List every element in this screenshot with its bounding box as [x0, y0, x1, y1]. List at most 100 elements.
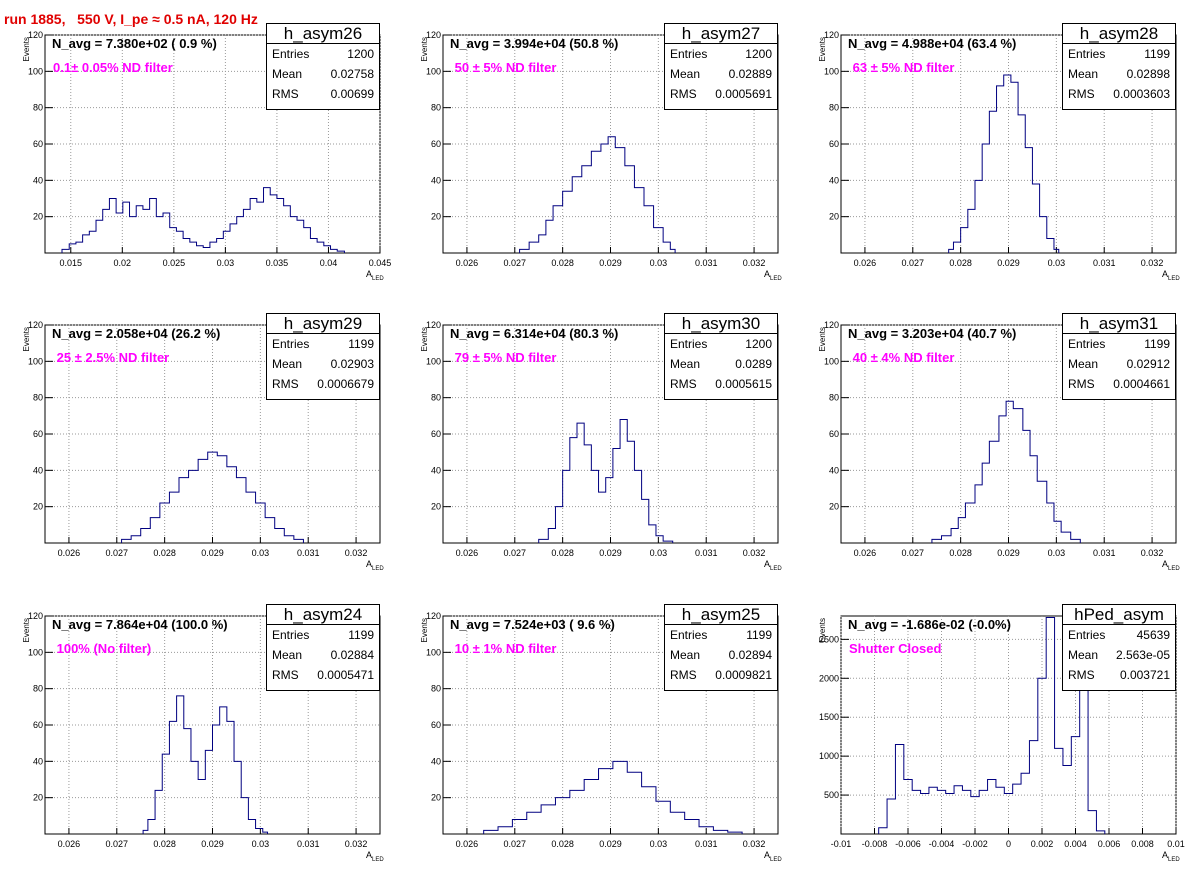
stats-label: Mean	[670, 357, 701, 371]
x-tick-label: 0.027	[902, 548, 925, 558]
histogram-name: h_asym26	[267, 24, 379, 44]
histogram-panel: 0.026 0.027 0.028 0.029 0.03 0.031 0.032 20 40 60…	[398, 581, 796, 871]
stats-row: RMS 0.0005471	[267, 665, 379, 685]
y-axis-title: Events	[818, 327, 827, 351]
y-tick-label: 120	[824, 30, 839, 40]
x-tick-label: 0.03	[1048, 548, 1066, 558]
x-tick-label: 0.031	[695, 839, 718, 849]
stats-label: Entries	[670, 47, 708, 61]
stats-value: 0.02894	[728, 648, 772, 662]
y-tick-label: 100	[824, 356, 839, 366]
filter-label: 40 ± 4% ND filter	[849, 350, 955, 365]
y-tick-label: 120	[28, 30, 43, 40]
y-tick-label: 120	[28, 320, 43, 330]
x-tick-label: 0.03	[650, 258, 668, 268]
histogram-line	[931, 400, 1081, 543]
x-tick-label: 0.03	[1048, 258, 1066, 268]
stats-value: 0.0003603	[1113, 87, 1170, 101]
y-axis-title: Events	[22, 327, 31, 351]
stats-value: 0.0005471	[317, 668, 374, 682]
navg-label: N_avg = 6.314e+04 (80.3 %)	[450, 326, 619, 341]
stats-row: Mean 0.02889	[665, 64, 777, 84]
y-tick-label: 80	[33, 393, 43, 403]
stats-row: RMS 0.0009821	[665, 665, 777, 685]
stats-row: RMS 0.003721	[1063, 665, 1175, 685]
x-axis-title: ALED	[764, 559, 782, 572]
navg-label: N_avg = 7.524e+03 ( 9.6 %)	[450, 617, 615, 632]
stats-value: 0.0005615	[715, 377, 772, 391]
stats-label: Entries	[1068, 47, 1106, 61]
navg-label: N_avg = 3.994e+04 (50.8 %)	[450, 36, 619, 51]
stats-value: 0.02884	[330, 648, 374, 662]
x-tick-label: 0.03	[217, 258, 235, 268]
stats-label: Mean	[670, 648, 701, 662]
x-axis-title-subscript: LED	[372, 276, 384, 282]
histogram-panel: 0.026 0.027 0.028 0.029 0.03 0.031 0.032 20 40 60…	[796, 0, 1194, 290]
y-tick-label: 40	[431, 465, 441, 475]
histogram-name: h_asym31	[1063, 314, 1175, 334]
x-tick-label: 0.029	[997, 258, 1020, 268]
stats-row: RMS 0.0005615	[665, 374, 777, 394]
x-tick-label: 0.027	[106, 548, 129, 558]
stats-value: 1199	[746, 628, 772, 642]
y-tick-label: 80	[829, 103, 839, 113]
stats-label: Entries	[670, 628, 708, 642]
stats-value: 0.02898	[1126, 67, 1170, 81]
x-tick-label: 0.031	[297, 548, 320, 558]
x-tick-label: 0.032	[743, 548, 766, 558]
stats-value: 0.0289	[735, 357, 772, 371]
y-tick-label: 80	[33, 103, 43, 113]
stats-value: 1200	[347, 47, 374, 61]
y-tick-label: 100	[824, 66, 839, 76]
stats-row: Entries 1199	[1063, 44, 1175, 64]
y-tick-label: 60	[829, 139, 839, 149]
navg-label: N_avg = -1.686e-02 (-0.0%)	[848, 617, 1011, 632]
stats-value: 2.563e-05	[1115, 648, 1170, 662]
histogram-panel: 0.026 0.027 0.028 0.029 0.03 0.031 0.032 20 40 60…	[0, 290, 398, 580]
stats-box: h_asym24 Entries 1199 Mean 0.02884 RMS 0.00054…	[266, 604, 380, 691]
histogram-line	[483, 760, 743, 834]
histogram-line	[878, 617, 1106, 834]
filter-label: 100% (No filter)	[53, 641, 152, 656]
x-axis-title: ALED	[764, 850, 782, 863]
stats-row: Entries 1199	[665, 625, 777, 645]
filter-label: 79 ± 5% ND filter	[451, 350, 557, 365]
stats-row: Entries 1199	[1063, 334, 1175, 354]
x-tick-label: 0.004	[1064, 839, 1087, 849]
y-axis-title: Events	[22, 618, 31, 642]
stats-label: Entries	[1068, 628, 1106, 642]
stats-label: Mean	[272, 67, 303, 81]
x-tick-label: 0.02	[114, 258, 132, 268]
x-tick-label: 0.032	[743, 839, 766, 849]
stats-box: h_asym31 Entries 1199 Mean 0.02912 RMS 0.00046…	[1062, 313, 1176, 400]
histogram-name: h_asym25	[665, 605, 777, 625]
x-axis-title: ALED	[1162, 559, 1180, 572]
histogram-panel: 0.026 0.027 0.028 0.029 0.03 0.031 0.032 20 40 60…	[398, 0, 796, 290]
y-axis-title: Events	[818, 37, 827, 61]
stats-label: Mean	[1068, 67, 1099, 81]
x-tick-label: 0.03	[252, 839, 270, 849]
stats-label: RMS	[272, 377, 299, 391]
y-tick-label: 20	[33, 502, 43, 512]
x-tick-label: 0.027	[106, 839, 129, 849]
y-tick-label: 120	[426, 320, 441, 330]
y-tick-label: 100	[426, 66, 441, 76]
histogram-plot: 0.026 0.027 0.028 0.029 0.03 0.031 0.032 20 40 60…	[420, 320, 782, 572]
navg-label: N_avg = 2.058e+04 (26.2 %)	[52, 326, 221, 341]
x-tick-label: 0.032	[1141, 258, 1164, 268]
x-tick-label: -0.006	[895, 839, 921, 849]
y-tick-label: 20	[829, 212, 839, 222]
stats-label: RMS	[1068, 87, 1095, 101]
y-tick-label: 100	[426, 356, 441, 366]
stats-label: RMS	[272, 668, 299, 682]
y-tick-label: 20	[431, 793, 441, 803]
histogram-line	[142, 695, 269, 834]
stats-row: Entries 1200	[665, 44, 777, 64]
stats-box: h_asym27 Entries 1200 Mean 0.02889 RMS 0.00056…	[664, 23, 778, 110]
y-tick-label: 80	[431, 393, 441, 403]
y-axis-title: Events	[420, 37, 429, 61]
y-tick-label: 1500	[819, 712, 839, 722]
stats-value: 0.02758	[330, 67, 374, 81]
filter-label: Shutter Closed	[849, 641, 942, 656]
x-tick-label: 0.032	[345, 548, 368, 558]
